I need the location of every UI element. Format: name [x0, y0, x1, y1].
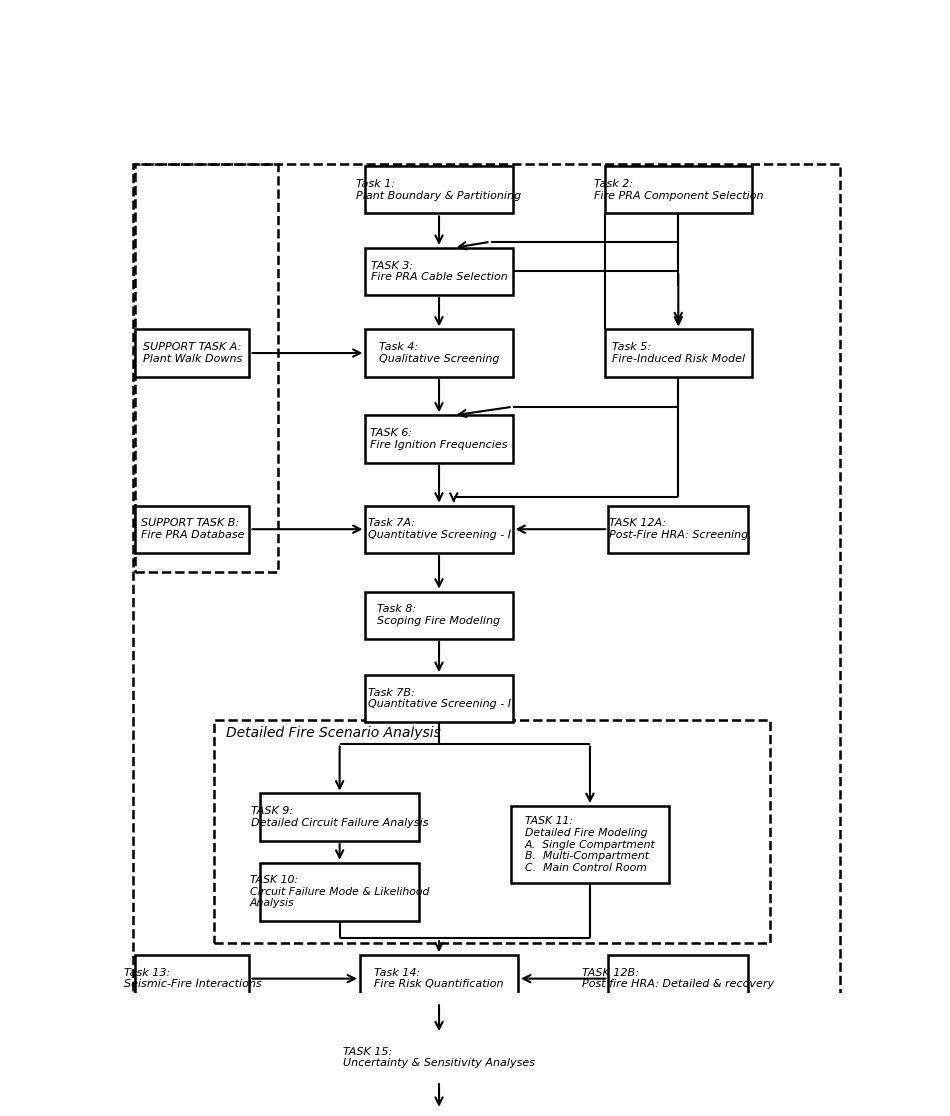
Text: SUPPORT TASK A:
Plant Walk Downs: SUPPORT TASK A: Plant Walk Downs [142, 343, 242, 364]
Text: TASK 9:
Detailed Circuit Failure Analysis: TASK 9: Detailed Circuit Failure Analysi… [251, 806, 428, 828]
Bar [215, 720, 770, 943]
Text: TASK 6:
Fire Ignition Frequencies: TASK 6: Fire Ignition Frequencies [370, 429, 507, 450]
Text: Task 1:
Plant Boundary & Partitioning: Task 1: Plant Boundary & Partitioning [356, 179, 522, 201]
Bar [366, 166, 513, 213]
Bar [366, 591, 513, 638]
Bar [135, 955, 250, 1002]
Text: Task 13:
Seismic-Fire Interactions: Task 13: Seismic-Fire Interactions [124, 968, 261, 990]
Text: Task 4:
Qualitative Screening: Task 4: Qualitative Screening [379, 343, 500, 364]
Bar [608, 955, 749, 1002]
Text: Task 14:
Fire Risk Quantification: Task 14: Fire Risk Quantification [374, 968, 504, 990]
Bar [360, 955, 518, 1002]
Bar [604, 329, 752, 377]
Text: TASK 11:
Detailed Fire Modeling
A.  Single Compartment
B.  Multi-Compartment
C. : TASK 11: Detailed Fire Modeling A. Singl… [524, 817, 656, 873]
Text: TASK 3:
Fire PRA Cable Selection: TASK 3: Fire PRA Cable Selection [370, 261, 507, 282]
Bar [366, 506, 513, 552]
Bar [260, 793, 419, 840]
Bar [366, 415, 513, 463]
Text: Task 2:
Fire PRA Component Selection: Task 2: Fire PRA Component Selection [594, 179, 763, 201]
Text: Task 8:
Scoping Fire Modeling: Task 8: Scoping Fire Modeling [377, 605, 501, 626]
Bar [366, 248, 513, 295]
Bar [366, 675, 513, 722]
Bar [135, 164, 277, 573]
Text: Task 7A:
Quantitative Screening - I: Task 7A: Quantitative Screening - I [368, 519, 510, 540]
Bar [608, 506, 749, 552]
Bar [511, 806, 669, 883]
Bar [360, 1035, 518, 1081]
Bar [135, 329, 250, 377]
Bar [604, 166, 752, 213]
Text: TASK 10:
Circuit Failure Mode & Likelihood
Analysis: TASK 10: Circuit Failure Mode & Likeliho… [250, 875, 429, 908]
Bar [260, 863, 419, 921]
Bar [135, 506, 250, 552]
Text: TASK 12A:
Post-Fire HRA: Screening: TASK 12A: Post-Fire HRA: Screening [609, 519, 748, 540]
Bar [366, 329, 513, 377]
Text: Task 5:
Fire-Induced Risk Model: Task 5: Fire-Induced Risk Model [612, 343, 745, 364]
Text: TASK 15:
Uncertainty & Sensitivity Analyses: TASK 15: Uncertainty & Sensitivity Analy… [343, 1047, 535, 1068]
Text: SUPPORT TASK B:
Fire PRA Database: SUPPORT TASK B: Fire PRA Database [141, 519, 244, 540]
Text: TASK 12B:
Post fire HRA: Detailed & recovery: TASK 12B: Post fire HRA: Detailed & reco… [582, 968, 774, 990]
Text: Detailed Fire Scenario Analysis: Detailed Fire Scenario Analysis [225, 727, 441, 740]
Text: Task 7B:
Quantitative Screening - I: Task 7B: Quantitative Screening - I [368, 687, 510, 710]
Bar [360, 1109, 518, 1116]
